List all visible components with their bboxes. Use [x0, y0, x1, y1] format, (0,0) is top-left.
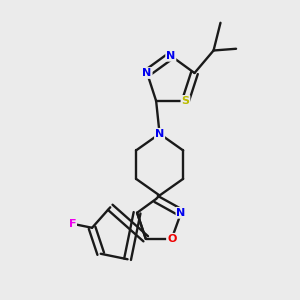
Text: S: S	[182, 96, 189, 106]
Text: N: N	[155, 129, 164, 139]
Text: N: N	[166, 51, 176, 61]
Text: N: N	[142, 68, 152, 78]
Text: O: O	[167, 234, 176, 244]
Text: N: N	[176, 208, 186, 218]
Text: F: F	[69, 219, 76, 229]
